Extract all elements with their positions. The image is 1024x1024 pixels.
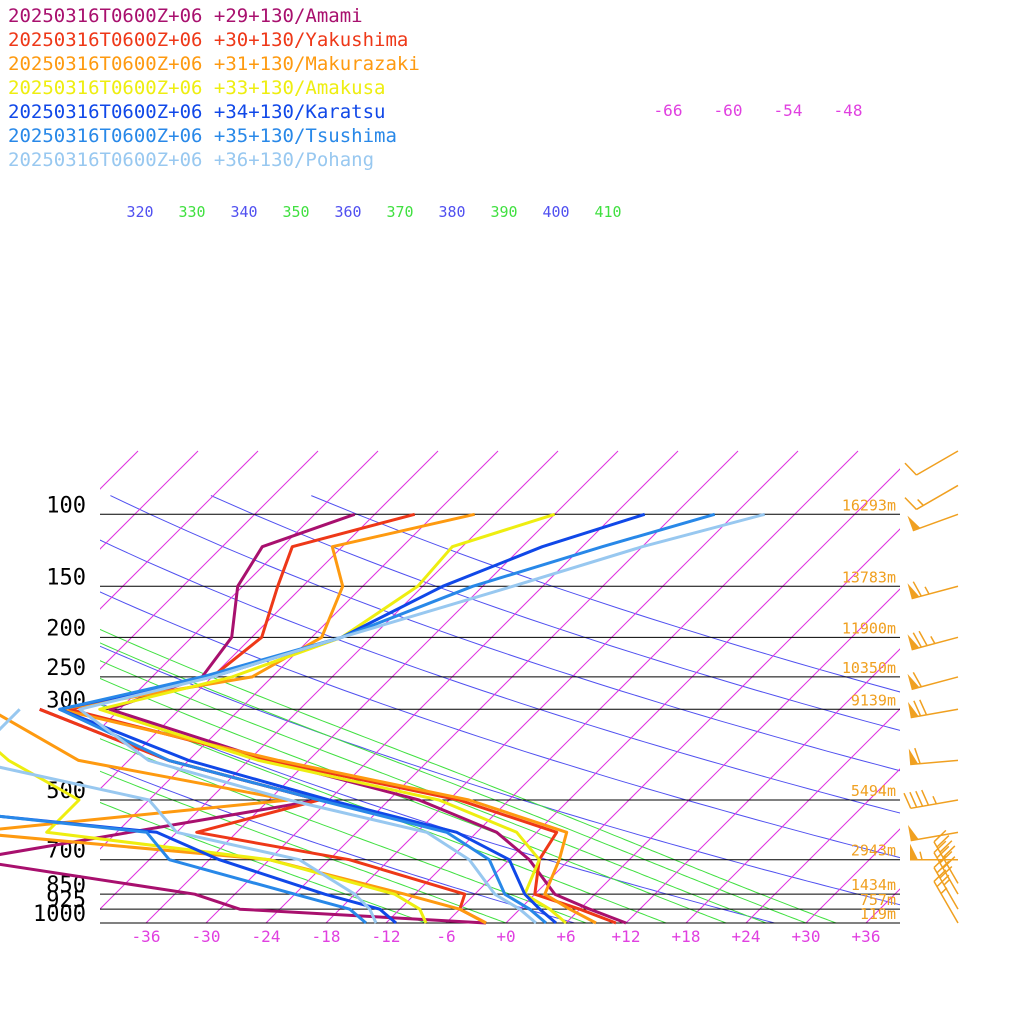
theta-label: 360 <box>334 203 361 221</box>
isotherm-line <box>100 450 319 670</box>
pressure-label: 925 <box>46 888 86 913</box>
theta-label: 410 <box>594 203 621 221</box>
height-label: 5494m <box>851 782 896 800</box>
wind-barb <box>907 824 959 842</box>
wind-barb <box>907 699 959 719</box>
temperature-tick-label: +30 <box>792 927 821 946</box>
wind-barb <box>910 843 958 861</box>
isotherm-line <box>745 768 900 923</box>
top-temperature-label: -66 <box>654 101 683 120</box>
isotherm-line <box>100 450 379 730</box>
wind-barb <box>904 450 959 476</box>
wind-barb <box>904 484 959 511</box>
wind-barb <box>933 840 959 895</box>
wind-barb <box>933 869 959 924</box>
wind-barbs <box>903 450 959 924</box>
isotherm-line <box>685 708 900 923</box>
sounding-series <box>0 512 766 925</box>
wind-barb <box>907 581 959 600</box>
isotherm-line <box>325 450 799 923</box>
theta-label: 400 <box>542 203 569 221</box>
height-label: 757m <box>860 891 896 909</box>
temperature-line <box>68 512 617 925</box>
pressure-label: 250 <box>46 656 86 681</box>
dewpoint-line <box>0 814 397 925</box>
isotherm-line <box>625 648 900 923</box>
height-label: 10350m <box>842 659 896 677</box>
theta-label: 350 <box>282 203 309 221</box>
wind-barb <box>907 671 959 691</box>
isobars <box>100 513 900 924</box>
wind-barb <box>907 630 959 651</box>
dry-adiabat-line <box>100 539 900 814</box>
theta-label: 380 <box>438 203 465 221</box>
pressure-label: 150 <box>46 565 86 590</box>
wind-barb <box>908 747 959 766</box>
isotherm-line <box>565 588 900 923</box>
dewpoint-line <box>0 713 487 925</box>
isotherm-line <box>986 451 1024 923</box>
theta-label: 370 <box>386 203 413 221</box>
height-label: 2943m <box>851 842 896 860</box>
temperature-tick-label: +12 <box>612 927 641 946</box>
temperature-tick-label: +6 <box>556 927 575 946</box>
legend-entry: 20250316T0600Z+06 +35+130/Tsushima <box>8 125 397 147</box>
height-label: 16293m <box>842 496 896 514</box>
moist-adiabat-line <box>100 642 807 923</box>
temperature-tick-label: +36 <box>852 927 881 946</box>
legend: 20250316T0600Z+06 +29+130/Amami 20250316T… <box>8 4 420 172</box>
top-temperature-label: -54 <box>774 101 803 120</box>
legend-entry: 20250316T0600Z+06 +30+130/Yakushima <box>8 29 409 51</box>
dewpoint-line <box>0 708 378 924</box>
temperature-line <box>58 512 646 925</box>
temperature-tick-label: -36 <box>132 927 161 946</box>
pressure-label: 100 <box>46 493 86 518</box>
dry-adiabat-line <box>100 591 900 859</box>
theta-label: 320 <box>126 203 153 221</box>
dry-adiabat-line <box>210 495 900 731</box>
top-temperature-label: -48 <box>834 101 863 120</box>
wind-barb <box>903 789 959 810</box>
isotherm-line <box>100 450 199 550</box>
dewpoint-line <box>0 814 367 925</box>
temperature-tick-label: -24 <box>252 927 281 946</box>
temperature-tick-label: +18 <box>672 927 701 946</box>
axis-labels: 100150200250300500700850925100016293m137… <box>33 101 896 946</box>
temperature-line <box>78 512 766 925</box>
isotherm-line <box>100 450 259 610</box>
temperature-tick-label: +0 <box>496 927 515 946</box>
height-label: 119m <box>860 905 896 923</box>
temperature-tick-label: -30 <box>192 927 221 946</box>
legend-entry: 20250316T0600Z+06 +31+130/Makurazaki <box>8 53 420 75</box>
height-label: 1434m <box>851 876 896 894</box>
isotherm-line <box>805 828 900 923</box>
pressure-label: 1000 <box>33 902 86 927</box>
theta-label: 330 <box>178 203 205 221</box>
temperature-tick-label: -6 <box>436 927 455 946</box>
legend-entry: 20250316T0600Z+06 +34+130/Karatsu <box>8 101 386 123</box>
isotherm-line <box>100 450 559 910</box>
isotherm-line <box>505 528 900 923</box>
legend-entry: 20250316T0600Z+06 +29+130/Amami <box>8 5 363 27</box>
dry-adiabat-line <box>110 495 900 772</box>
dry-adiabat-line <box>311 495 900 693</box>
theta-label: 390 <box>490 203 517 221</box>
temperature-tick-label: +24 <box>732 927 761 946</box>
isotherm-line <box>445 468 900 923</box>
height-label: 9139m <box>851 691 896 709</box>
top-temperature-label: -60 <box>714 101 743 120</box>
pressure-label: 200 <box>46 616 86 641</box>
legend-entry: 20250316T0600Z+06 +36+130/Pohang <box>8 149 375 171</box>
temperature-tick-label: -18 <box>312 927 341 946</box>
legend-entry: 20250316T0600Z+06 +33+130/Amakusa <box>8 77 386 99</box>
temperature-line <box>58 512 597 925</box>
temperature-line <box>58 512 716 925</box>
temperature-tick-label: -12 <box>372 927 401 946</box>
theta-label: 340 <box>230 203 257 221</box>
height-label: 13783m <box>842 568 896 586</box>
wind-barb <box>907 513 959 532</box>
height-label: 11900m <box>842 619 896 637</box>
